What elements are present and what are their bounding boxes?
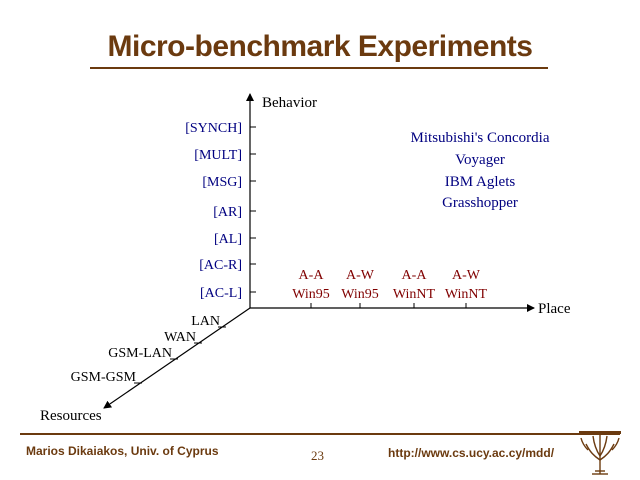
resources-axis <box>103 307 251 409</box>
university-tree-logo <box>579 431 621 475</box>
platform-name: Grasshopper <box>442 195 518 211</box>
place-tick-bottom-label: WinNT <box>445 287 488 302</box>
page-number: 23 <box>311 448 324 463</box>
footer-author: Marios Dikaiakos, Univ. of Cyprus <box>26 444 219 458</box>
place-tick-top-label: A-W <box>452 268 481 283</box>
behavior-tick-label: [SYNCH] <box>185 121 242 136</box>
behavior-tick-label: [AL] <box>214 232 242 247</box>
platform-name: IBM Aglets <box>445 174 516 190</box>
title-underline <box>90 67 548 69</box>
behavior-tick-label: [AR] <box>213 205 242 220</box>
platform-name: Mitsubishi's Concordia <box>411 130 550 146</box>
place-axis-label: Place <box>538 301 571 317</box>
resource-tick-label: WAN <box>164 330 196 345</box>
behavior-tick-label: [AC-R] <box>199 258 242 273</box>
place-tick-bottom-label: Win95 <box>341 287 379 302</box>
slide-title: Micro-benchmark Experiments <box>107 30 533 63</box>
platform-list: Mitsubishi's Concordia Voyager IBM Aglets G… <box>411 130 550 211</box>
resource-tick-label: GSM-GSM <box>71 370 137 385</box>
place-tick-top-label: A-A <box>299 268 325 283</box>
behavior-tick-label: [MSG] <box>202 175 242 190</box>
place-tick-bottom-label: WinNT <box>393 287 436 302</box>
resource-tick-label: LAN <box>191 314 220 329</box>
behavior-tick-label: [MULT] <box>194 148 242 163</box>
resource-tick-label: GSM-LAN <box>108 346 172 361</box>
resources-axis-label: Resources <box>40 408 102 424</box>
behavior-axis-label: Behavior <box>262 95 317 111</box>
footer-url[interactable]: http://www.cs.ucy.ac.cy/mdd/ <box>388 446 555 460</box>
place-ticks: A-A Win95 A-W Win95 A-A WinNT A-W WinNT <box>292 268 488 308</box>
footer-divider <box>20 433 620 435</box>
place-tick-top-label: A-W <box>346 268 375 283</box>
place-tick-top-label: A-A <box>402 268 428 283</box>
place-tick-bottom-label: Win95 <box>292 287 330 302</box>
platform-name: Voyager <box>455 152 505 168</box>
behavior-ticks: [SYNCH] [MULT] [MSG] [AR] [AL] [AC-R] [AC-L] <box>185 121 256 301</box>
behavior-tick-label: [AC-L] <box>200 286 242 301</box>
